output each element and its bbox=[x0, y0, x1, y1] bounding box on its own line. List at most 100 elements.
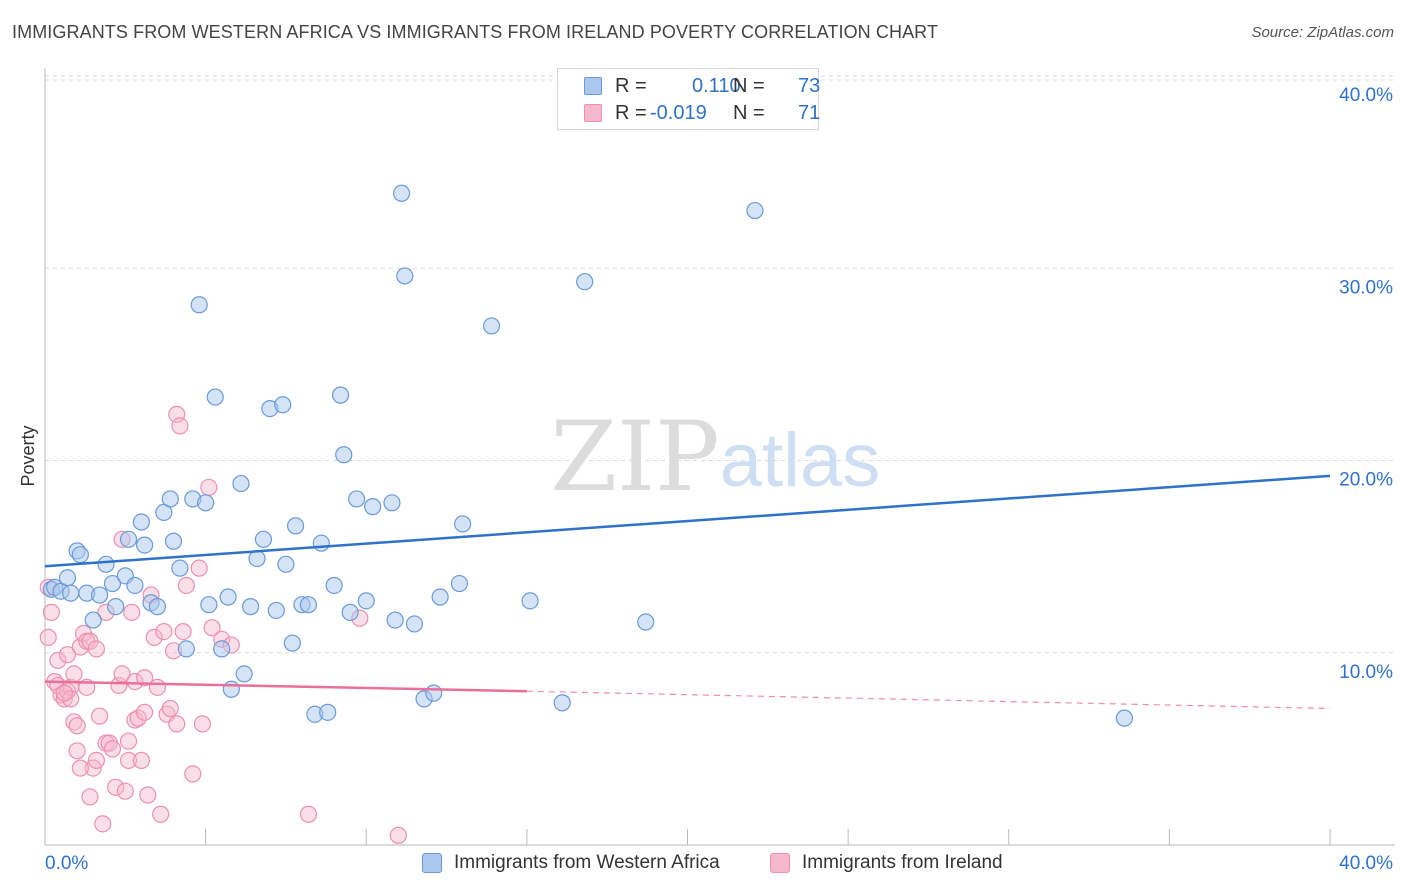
gridlines bbox=[45, 75, 1395, 654]
data-point-western-africa bbox=[396, 267, 414, 285]
data-point-western-africa bbox=[383, 494, 401, 512]
data-point-ireland bbox=[119, 732, 138, 750]
data-point-western-africa bbox=[62, 584, 80, 602]
data-point-western-africa bbox=[425, 684, 443, 702]
legend-label: Immigrants from Ireland bbox=[802, 852, 1003, 873]
data-point-ireland bbox=[184, 765, 202, 783]
trend-line-ireland bbox=[44, 680, 527, 693]
data-point-ireland bbox=[62, 690, 80, 708]
data-point-western-africa bbox=[242, 598, 260, 616]
data-point-western-africa bbox=[274, 396, 292, 414]
chart-title: IMMIGRANTS FROM WESTERN AFRICA VS IMMIGR… bbox=[12, 22, 939, 42]
data-point-western-africa bbox=[277, 555, 295, 573]
y-tick-label: 20.0% bbox=[1339, 470, 1393, 491]
data-point-ireland bbox=[129, 709, 147, 727]
series-western-africa-points bbox=[42, 184, 1134, 727]
data-point-ireland bbox=[145, 628, 163, 646]
data-point-ireland bbox=[65, 665, 83, 683]
data-point-ireland bbox=[174, 623, 192, 641]
data-point-western-africa bbox=[84, 611, 102, 629]
legend-r-label: R = bbox=[615, 75, 647, 97]
data-point-western-africa bbox=[335, 446, 353, 464]
data-point-ireland bbox=[190, 559, 208, 577]
y-tick-label: 40.0% bbox=[1339, 85, 1393, 106]
data-point-ireland bbox=[68, 717, 86, 735]
data-point-western-africa bbox=[553, 694, 571, 712]
data-point-western-africa bbox=[91, 586, 109, 604]
data-point-western-africa bbox=[450, 574, 469, 593]
legend-label: Immigrants from Western Africa bbox=[454, 852, 720, 873]
data-point-western-africa bbox=[177, 640, 195, 658]
data-point-ireland bbox=[171, 417, 189, 435]
legend-n-label: N = bbox=[733, 75, 765, 97]
data-point-western-africa bbox=[431, 588, 449, 606]
legend-n-label: N = bbox=[733, 102, 765, 124]
data-point-western-africa bbox=[235, 665, 253, 683]
data-point-western-africa bbox=[364, 498, 382, 516]
data-point-western-africa bbox=[119, 530, 138, 548]
data-point-western-africa bbox=[161, 490, 179, 508]
data-point-ireland bbox=[49, 651, 67, 670]
trend-line-western-africa bbox=[44, 474, 1331, 568]
legend-r-value: 0.110 bbox=[692, 75, 741, 97]
data-point-western-africa bbox=[357, 592, 375, 610]
data-point-ireland bbox=[91, 707, 109, 725]
axes bbox=[44, 68, 1395, 846]
data-point-western-africa bbox=[126, 576, 144, 595]
data-point-ireland bbox=[139, 786, 157, 804]
data-point-ireland bbox=[55, 684, 73, 702]
source-label: Source: ZipAtlas.com bbox=[1251, 24, 1394, 41]
data-point-western-africa bbox=[521, 592, 539, 610]
data-point-western-africa bbox=[299, 596, 318, 614]
data-point-western-africa bbox=[206, 388, 224, 406]
data-point-western-africa bbox=[312, 534, 330, 552]
data-point-western-africa bbox=[392, 184, 411, 202]
data-point-western-africa bbox=[148, 598, 167, 616]
data-point-western-africa bbox=[197, 494, 215, 512]
legend-swatch-blue bbox=[584, 77, 602, 95]
data-point-western-africa bbox=[103, 574, 122, 593]
data-point-western-africa bbox=[135, 536, 154, 554]
data-point-western-africa bbox=[213, 640, 231, 658]
data-point-western-africa bbox=[219, 588, 237, 606]
data-point-ireland bbox=[87, 751, 106, 770]
legend-swatch-pink bbox=[584, 104, 602, 122]
data-point-western-africa bbox=[164, 532, 183, 550]
data-point-western-africa bbox=[232, 474, 250, 493]
trend-lines bbox=[44, 474, 1331, 710]
data-point-ireland bbox=[126, 672, 144, 691]
data-point-ireland bbox=[107, 778, 125, 796]
data-point-ireland bbox=[168, 715, 186, 733]
tick-labels: 10.0% 20.0% 30.0% 40.0% 0.0% 40.0% bbox=[45, 85, 1393, 874]
x-tick-label: 40.0% bbox=[1339, 853, 1393, 874]
data-point-western-africa bbox=[637, 613, 655, 631]
data-point-western-africa bbox=[222, 680, 240, 698]
data-point-ireland bbox=[135, 703, 154, 721]
data-point-western-africa bbox=[386, 611, 404, 629]
data-point-ireland bbox=[203, 619, 221, 637]
watermark: ZIP atlas bbox=[550, 401, 880, 513]
data-point-ireland bbox=[71, 759, 89, 777]
legend-r-label: R = bbox=[615, 102, 647, 124]
data-point-western-africa bbox=[97, 555, 115, 573]
data-point-ireland bbox=[389, 826, 407, 844]
data-point-ireland bbox=[68, 742, 86, 760]
data-point-ireland bbox=[161, 699, 179, 718]
legend-swatch-blue bbox=[422, 853, 442, 873]
data-point-ireland bbox=[116, 782, 134, 800]
data-point-ireland bbox=[148, 678, 167, 696]
data-point-ireland bbox=[152, 805, 170, 823]
data-point-ireland bbox=[39, 628, 57, 646]
data-point-ireland bbox=[155, 623, 173, 641]
data-point-ireland bbox=[132, 751, 150, 770]
data-point-western-africa bbox=[58, 569, 77, 587]
y-axis-label: Poverty bbox=[18, 425, 38, 486]
legend-r-value: -0.019 bbox=[650, 102, 707, 124]
data-point-western-africa bbox=[482, 317, 501, 335]
data-point-ireland bbox=[58, 646, 77, 664]
data-point-western-africa bbox=[1115, 709, 1134, 727]
correlation-legend: R = 0.110 N = 73 R = -0.019 N = 71 bbox=[557, 68, 821, 130]
legend-n-value: 71 bbox=[798, 102, 821, 124]
data-point-western-africa bbox=[341, 603, 359, 621]
